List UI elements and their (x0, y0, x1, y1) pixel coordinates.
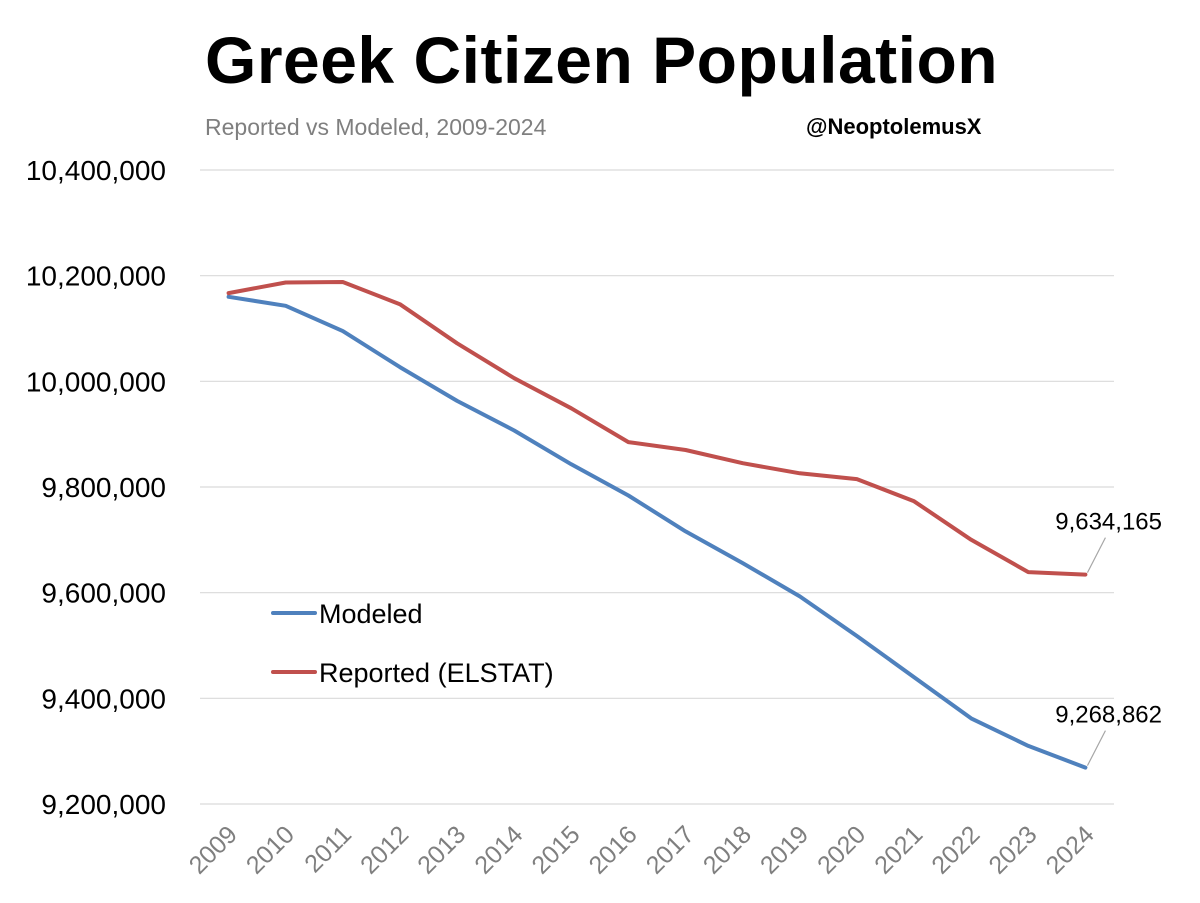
x-tick-label: 2019 (755, 820, 814, 879)
y-tick-label: 10,400,000 (26, 155, 166, 186)
x-tick-label: 2020 (812, 820, 871, 879)
author-handle: @NeoptolemusX (806, 114, 982, 139)
label-leaders (1086, 537, 1106, 766)
series-line-modeled (226, 294, 1088, 770)
y-tick-label: 9,200,000 (41, 789, 166, 820)
gridlines (200, 169, 1114, 805)
y-tick-label: 9,600,000 (41, 578, 166, 609)
x-tick-label: 2024 (1041, 820, 1100, 879)
x-tick-label: 2022 (926, 820, 985, 879)
x-tick-label: 2009 (184, 820, 243, 879)
legend: Modeled Reported (ELSTAT) (271, 599, 554, 688)
y-tick-label: 9,800,000 (41, 472, 166, 503)
data-labels: 9,268,862 9,634,165 (1055, 509, 1162, 729)
end-value-label: 9,634,165 (1055, 509, 1162, 536)
leader-line (1086, 730, 1106, 766)
x-tick-label: 2010 (241, 820, 300, 879)
x-tick-label: 2018 (698, 820, 757, 879)
x-tick-label: 2012 (355, 820, 414, 879)
y-tick-label: 9,400,000 (41, 683, 166, 714)
y-tick-label: 10,200,000 (26, 261, 166, 292)
x-tick-label: 2011 (299, 820, 357, 878)
leader-line (1086, 537, 1106, 573)
legend-label: Modeled (319, 599, 423, 629)
y-axis-ticks: 9,200,000 9,400,000 9,600,000 9,800,000 10,0… (26, 155, 166, 820)
chart-subtitle: Reported vs Modeled, 2009-2024 (205, 114, 547, 140)
series-line-reported-elstat (226, 280, 1088, 577)
x-tick-label: 2016 (584, 820, 643, 879)
x-tick-label: 2017 (641, 820, 700, 879)
x-tick-label: 2021 (869, 820, 928, 879)
chart-title: Greek Citizen Population (205, 23, 999, 97)
end-value-label: 9,268,862 (1055, 702, 1162, 729)
series-lines (226, 280, 1088, 770)
x-tick-label: 2013 (412, 820, 471, 879)
y-tick-label: 10,000,000 (26, 366, 166, 397)
x-tick-label: 2015 (526, 820, 585, 879)
x-tick-label: 2014 (469, 820, 528, 879)
legend-label: Reported (ELSTAT) (319, 658, 554, 688)
x-tick-label: 2023 (983, 820, 1042, 879)
